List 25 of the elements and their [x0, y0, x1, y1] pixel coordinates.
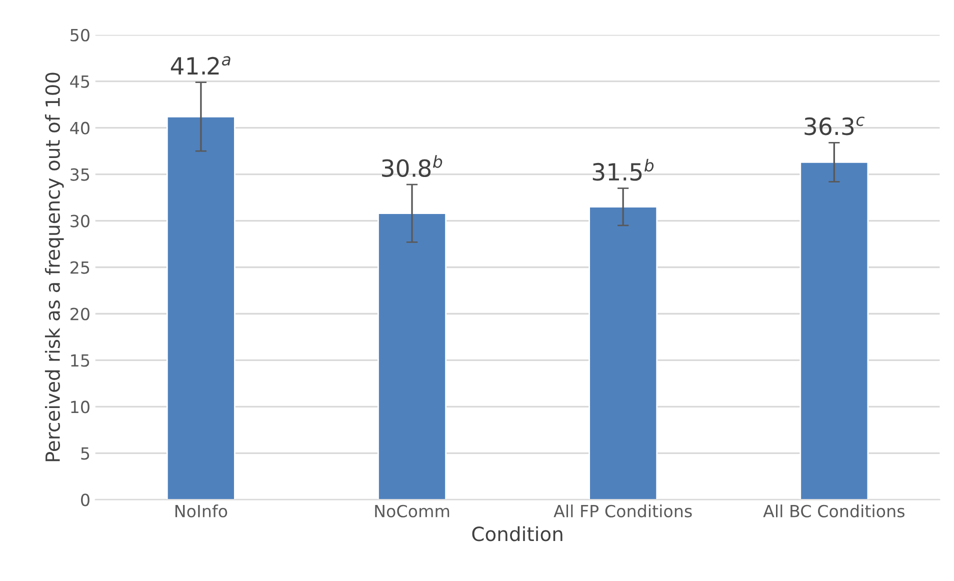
- data-label: 31.5$^{b}$: [592, 158, 654, 181]
- bar: [800, 162, 869, 500]
- y-tick-label: 45: [70, 76, 90, 88]
- data-label: 30.8$^{b}$: [382, 155, 442, 178]
- x-axis-title: Condition: [472, 526, 562, 542]
- y-tick-label: 5: [81, 447, 90, 460]
- y-axis-title: Perceived risk as a frequency out of 100: [44, 72, 64, 462]
- y-tick-label: 20: [70, 308, 90, 320]
- data-label: 41.2$^{a}$: [170, 56, 230, 74]
- x-tick-label: NoInfo: [175, 504, 228, 518]
- y-tick-label: 50: [70, 28, 90, 42]
- x-tick-label: All FP Conditions: [554, 504, 692, 518]
- x-tick-label: All BC Conditions: [763, 504, 904, 518]
- bar: [166, 116, 236, 500]
- x-tick-label: NoComm: [375, 504, 450, 518]
- y-tick-label: 15: [71, 354, 90, 367]
- data-label: 36.3$^{c}$: [804, 116, 865, 136]
- bar: [378, 212, 446, 500]
- y-tick-label: 40: [70, 122, 90, 134]
- y-tick-label: 0: [81, 494, 90, 506]
- y-tick-label: 25: [70, 261, 90, 274]
- y-tick-label: 10: [71, 400, 90, 414]
- y-tick-label: 30: [70, 214, 90, 228]
- bar: [588, 206, 658, 500]
- y-tick-label: 35: [70, 168, 90, 181]
